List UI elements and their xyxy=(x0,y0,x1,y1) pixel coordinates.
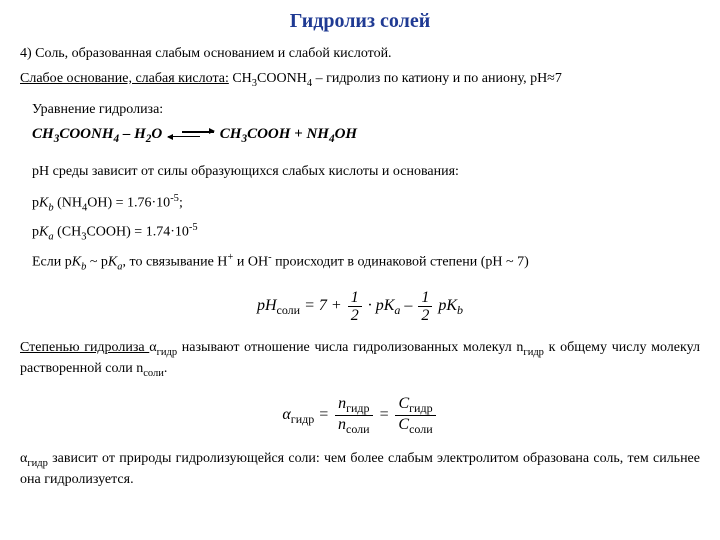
ph-salt-equation: pHсоли = 7 + 12 · pKa – 12 pKb xyxy=(20,289,700,325)
deg-alpha: α xyxy=(149,340,156,355)
a-nn1s: гидр xyxy=(346,401,369,415)
pka-val: COOH) = 1.74·10 xyxy=(86,225,188,240)
deg-gidr: гидр xyxy=(157,347,178,358)
pkb-line: pKb (NH4OH) = 1.76·10-5; xyxy=(32,192,700,216)
r-h2o-minus: – H xyxy=(119,126,146,142)
underline-label: Слабое основание, слабая кислота: xyxy=(20,71,229,86)
r-o: O xyxy=(151,126,162,142)
f-rest: – гидролиз по катиону и по аниону, pH≈7 xyxy=(312,71,562,86)
c-K2: K xyxy=(108,255,117,270)
phs-half1: 12 xyxy=(348,289,362,325)
pka-ch: (CH xyxy=(54,225,82,240)
equation-label: Уравнение гидролиза: xyxy=(32,101,700,120)
phs-salt: соли xyxy=(277,303,301,317)
a-nn1: n xyxy=(338,395,346,412)
c-and-oh: и OH xyxy=(233,255,268,270)
phs-minus: – xyxy=(400,297,416,314)
case-intro: 4) Соль, образованная слабым основанием … xyxy=(20,45,700,64)
condition-line: Если pKb ~ pKa, то связывание H+ и OH- п… xyxy=(32,251,700,275)
a-eq1: = xyxy=(314,406,333,423)
pka-K: K xyxy=(39,225,48,240)
pkb-exp: -5 xyxy=(170,193,179,204)
phs-b: b xyxy=(457,303,463,317)
phs-K1: K xyxy=(384,297,395,314)
degree-definition: Степенью гидролиза αгидр называют отноше… xyxy=(20,339,700,381)
alpha-equation: αгидр = nгидрnсоли = CгидрCсоли xyxy=(20,395,700,437)
r-coonh: COONH xyxy=(59,126,113,142)
phs-pkbp: p xyxy=(434,297,446,314)
phs-eq7: = 7 + xyxy=(300,297,346,314)
c-then: , то связывание H xyxy=(123,255,228,270)
f-gidr: гидр xyxy=(27,458,48,469)
phs-half2: 12 xyxy=(418,289,432,325)
ph-depends-line: pH среды зависит от силы образующихся сл… xyxy=(32,163,700,182)
r-oh: OH xyxy=(335,126,358,142)
a-c2s: соли xyxy=(409,422,433,436)
pka-p: p xyxy=(32,225,39,240)
a-alpha: α xyxy=(282,406,290,423)
a-frac-n: nгидрnсоли xyxy=(335,395,373,437)
page-title: Гидролиз солей xyxy=(20,10,700,33)
c-if: Если p xyxy=(32,255,72,270)
r-cooh-nh: COOH + NH xyxy=(247,126,329,142)
deg-ns: соли xyxy=(143,367,164,378)
weak-base-acid-line: Слабое основание, слабая кислота: CH3COO… xyxy=(20,70,700,91)
phs-h2n: 1 xyxy=(418,289,432,308)
f-coonh: COONH xyxy=(257,71,307,86)
hydrolysis-equation: CH3COONH4 – H2O CH3COOH + NH4OH xyxy=(32,126,700,145)
a-eq2: = xyxy=(375,406,394,423)
a-c2: C xyxy=(398,416,409,433)
phs-dot: · p xyxy=(364,297,384,314)
a-c1: C xyxy=(398,395,409,412)
phs-h2d: 2 xyxy=(418,307,432,325)
deg-ng: гидр xyxy=(523,347,544,358)
pkb-p: p xyxy=(32,195,39,210)
pkb-semi: ; xyxy=(179,195,183,210)
equilibrium-arrow-icon xyxy=(168,127,214,141)
a-gidr: гидр xyxy=(291,412,314,426)
deg-u: Степенью гидролиза xyxy=(20,340,149,355)
phs-h1n: 1 xyxy=(348,289,362,308)
phs-h1d: 2 xyxy=(348,307,362,325)
f-rest: зависит от природы гидролизующейся соли:… xyxy=(20,451,700,487)
f-ch: CH xyxy=(229,71,252,86)
a-nn2: n xyxy=(338,416,346,433)
pka-line: pKa (CH3COOH) = 1.74·10-5 xyxy=(32,221,700,245)
a-c1s: гидр xyxy=(409,401,432,415)
pka-exp: -5 xyxy=(189,222,198,233)
a-frac-c: CгидрCсоли xyxy=(395,395,435,437)
pkb-val: OH) = 1.76·10 xyxy=(87,195,170,210)
c-tilde: ~ p xyxy=(86,255,108,270)
pkb-K: K xyxy=(39,195,48,210)
alpha-depends: αгидр зависит от природы гидролизующейся… xyxy=(20,450,700,490)
pkb-nh: (NH xyxy=(54,195,82,210)
c-K1: K xyxy=(72,255,81,270)
phs-ph: pH xyxy=(257,297,277,314)
c-rest: происходит в одинаковой степени (pH ~ 7) xyxy=(272,255,529,270)
deg-dot: . xyxy=(164,361,168,376)
r-ch: CH xyxy=(32,126,54,142)
phs-K2: K xyxy=(446,297,457,314)
deg-r1: называют отношение числа гидролизованных… xyxy=(177,340,523,355)
r-ch2: CH xyxy=(220,126,242,142)
a-nn2s: соли xyxy=(346,422,370,436)
